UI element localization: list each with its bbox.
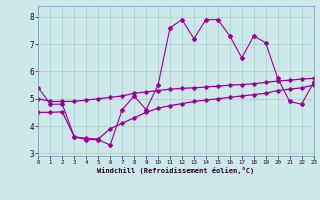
- X-axis label: Windchill (Refroidissement éolien,°C): Windchill (Refroidissement éolien,°C): [97, 167, 255, 174]
